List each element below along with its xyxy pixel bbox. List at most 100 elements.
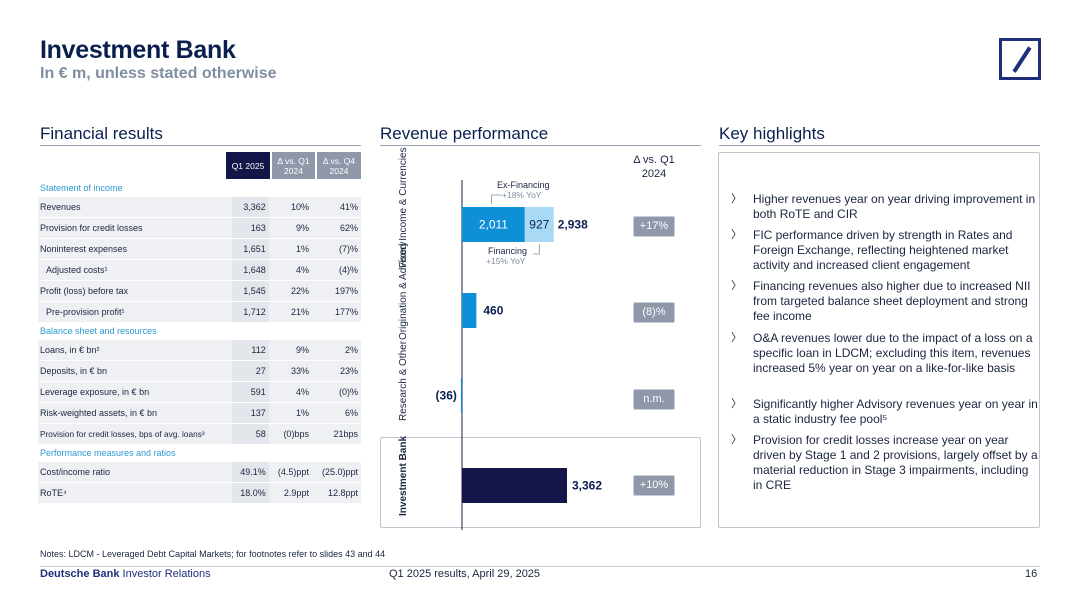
cell-q1-2025: 1,545 (232, 281, 269, 301)
financial-results-table: Statement of income Revenues 3,362 10% 4… (38, 179, 361, 504)
cell-delta-q4: 12.8ppt (311, 483, 361, 503)
table-row: Loans, in € bn² 112 9% 2% (38, 340, 361, 360)
col-header-delta-q4-2024: Δ vs. Q4 2024 (317, 152, 361, 179)
chevron-right-icon: 〉 (731, 398, 742, 410)
cell-q1-2025: 163 (232, 218, 269, 238)
row-label: Provision for credit losses (38, 218, 232, 238)
bar-label-financing: 927 (529, 218, 549, 232)
ex-financing-annotation: Ex-Financing (497, 180, 550, 190)
cell-delta-q1: 10% (268, 197, 312, 217)
investment-bank-total-box (380, 437, 701, 528)
table-row: Profit (loss) before tax 1,545 22% 197% (38, 281, 361, 301)
cell-delta-q4: (25.0)ppt (311, 462, 361, 482)
cell-delta-q4: 23% (311, 361, 361, 381)
bar-origination-advisory (462, 293, 477, 328)
cell-delta-q1: 22% (268, 281, 312, 301)
bar-total-label-investment-bank: 3,362 (572, 479, 602, 493)
table-row: Cost/income ratio 49.1% (4.5)ppt (25.0)p… (38, 462, 361, 482)
page-title: Investment Bank (40, 36, 236, 64)
chevron-right-icon: 〉 (731, 280, 742, 292)
col-header-q1-2025: Q1 2025 (226, 152, 270, 179)
financing-annotation: Financing (488, 246, 528, 256)
highlight-item: 〉 Higher revenues year on year driving im… (731, 192, 1036, 221)
revenue-divider (380, 145, 701, 146)
row-label: Profit (loss) before tax (38, 281, 232, 301)
annotation-bracket-ex-financing (491, 194, 502, 204)
row-label: Noninterest expenses (38, 239, 232, 259)
cell-delta-q4: (0)% (311, 382, 361, 402)
key-highlights-title: Key highlights (719, 124, 825, 143)
bar-label-ex-financing: 2,011 (479, 218, 508, 232)
revenue-performance-chart: 2,011 927 2,938 460 (36) 3,362 (436, 180, 602, 530)
footer-brand: Deutsche Bank Investor Relations (40, 568, 211, 580)
cell-delta-q4: (7)% (311, 239, 361, 259)
cell-delta-q4: (4)% (311, 260, 361, 280)
footnotes: Notes: LDCM - Leveraged Debt Capital Mar… (40, 549, 386, 559)
bar-fic-financing (524, 207, 554, 242)
cell-delta-q1: 33% (268, 361, 312, 381)
page-number: 16 (1025, 568, 1038, 580)
group-header-balance-sheet: Balance sheet and resources (38, 323, 361, 339)
chevron-right-icon: 〉 (731, 229, 742, 241)
bar-total-label-research: (36) (436, 389, 457, 403)
cell-delta-q4: 177% (311, 302, 361, 322)
deutsche-bank-logo (999, 38, 1041, 80)
cell-q1-2025: 49.1% (232, 462, 269, 482)
key-highlights-box (718, 152, 1040, 528)
col-header-delta-q1-2024: Δ vs. Q1 2024 (272, 152, 315, 179)
bar-research-other (460, 378, 462, 413)
table-row: Noninterest expenses 1,651 1% (7)% (38, 239, 361, 259)
delta-pill-origination: (8)% (633, 302, 675, 323)
row-label: RoTE⁴ (38, 483, 232, 503)
bar-investment-bank-total (462, 468, 567, 503)
chevron-right-icon: 〉 (731, 434, 742, 446)
row-label: Leverage exposure, in € bn (38, 382, 232, 402)
cell-delta-q4: 41% (311, 197, 361, 217)
cell-q1-2025: 1,651 (232, 239, 269, 259)
chevron-right-icon: 〉 (731, 193, 742, 205)
cell-delta-q1: (0)bps (268, 424, 312, 444)
row-label: Deposits, in € bn (38, 361, 232, 381)
cell-q1-2025: 58 (232, 424, 269, 444)
cell-q1-2025: 1,712 (232, 302, 269, 322)
ex-financing-yoy: +18% YoY (502, 190, 542, 200)
highlight-item: 〉 Provision for credit losses increase ye… (731, 433, 1038, 492)
cell-delta-q1: 1% (268, 239, 312, 259)
financial-divider (40, 145, 361, 146)
highlight-item: 〉 FIC performance driven by strength in R… (731, 228, 1013, 272)
cell-q1-2025: 27 (232, 361, 269, 381)
cell-delta-q4: 62% (311, 218, 361, 238)
cell-delta-q1: 9% (268, 340, 312, 360)
table-row: Risk-weighted assets, in € bn 137 1% 6% (38, 403, 361, 423)
highlights-divider (719, 145, 1040, 146)
table-row: Pre-provision profit¹ 1,712 21% 177% (38, 302, 361, 322)
financial-results-title: Financial results (40, 124, 163, 143)
table-row: Leverage exposure, in € bn 591 4% (0)% (38, 382, 361, 402)
row-label: Revenues (38, 197, 232, 217)
delta-column-header: Δ vs. Q1 2024 (633, 154, 675, 180)
table-row: Deposits, in € bn 27 33% 23% (38, 361, 361, 381)
table-row: Adjusted costs¹ 1,648 4% (4)% (38, 260, 361, 280)
highlight-item: 〉 O&A revenues lower due to the impact of… (731, 331, 1033, 375)
table-row: Provision for credit losses 163 9% 62% (38, 218, 361, 238)
table-row: Revenues 3,362 10% 41% (38, 197, 361, 217)
chevron-right-icon: 〉 (731, 332, 742, 344)
financing-yoy: +15% YoY (486, 256, 526, 266)
cell-q1-2025: 18.0% (232, 483, 269, 503)
table-row: RoTE⁴ 18.0% 2.9ppt 12.8ppt (38, 483, 361, 503)
highlight-item: 〉 Financing revenues also higher due to i… (731, 279, 1031, 323)
cell-q1-2025: 1,648 (232, 260, 269, 280)
cell-delta-q4: 6% (311, 403, 361, 423)
delta-pill-research: n.m. (633, 389, 675, 410)
cell-q1-2025: 3,362 (232, 197, 269, 217)
bar-total-label-origination: 460 (483, 304, 503, 318)
row-label: Risk-weighted assets, in € bn (38, 403, 232, 423)
row-label: Provision for credit losses, bps of avg.… (38, 424, 232, 444)
bar-total-label-fic: 2,938 (558, 218, 588, 232)
cell-delta-q1: 21% (268, 302, 312, 322)
revenue-performance-title: Revenue performance (380, 124, 549, 143)
cell-delta-q4: 21bps (311, 424, 361, 444)
row-label: Cost/income ratio (38, 462, 232, 482)
footer-divider (40, 566, 1040, 567)
row-label: Adjusted costs¹ (38, 260, 232, 280)
